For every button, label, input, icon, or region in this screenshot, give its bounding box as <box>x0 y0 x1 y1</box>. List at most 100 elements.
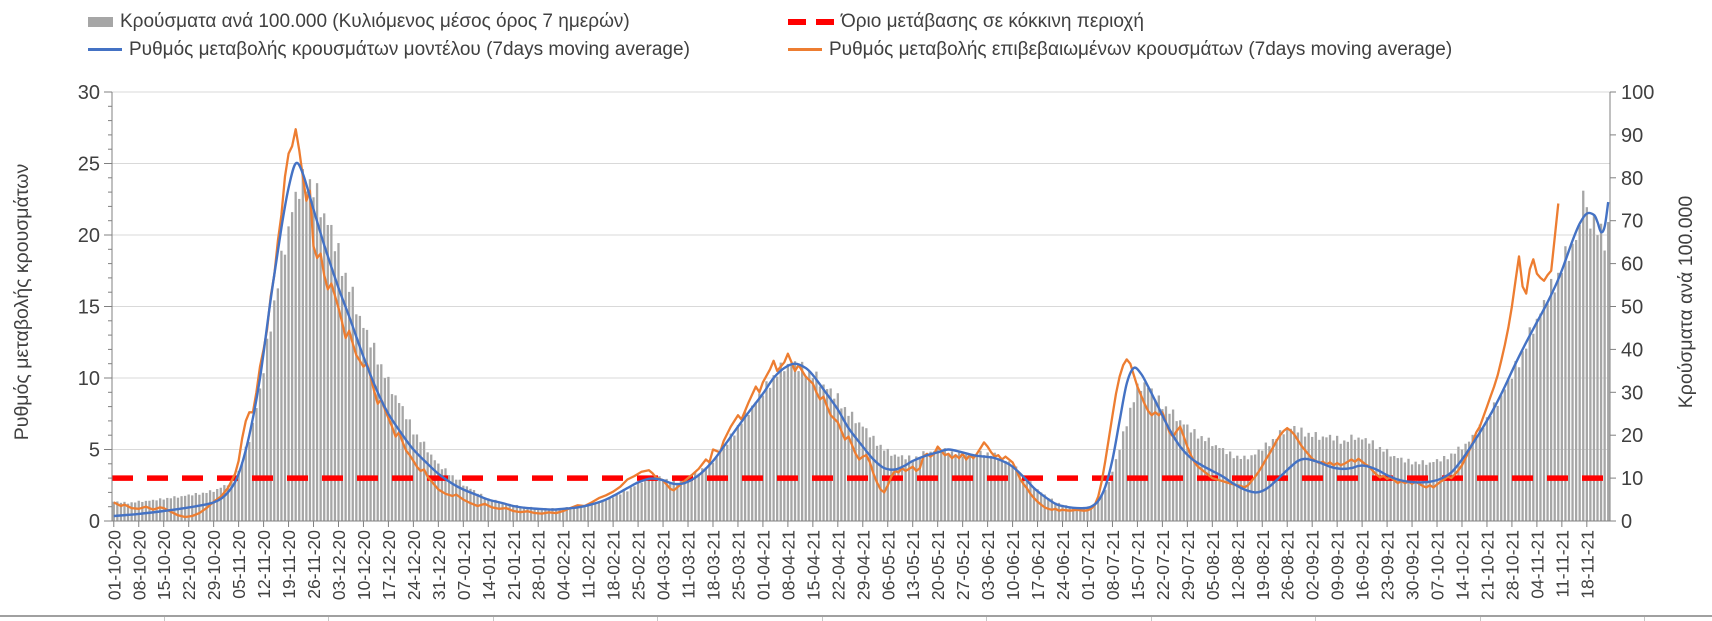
svg-text:100: 100 <box>1621 82 1654 104</box>
svg-text:12-08-21: 12-08-21 <box>1228 530 1248 600</box>
svg-text:10-12-20: 10-12-20 <box>354 530 374 600</box>
svg-text:10-06-21: 10-06-21 <box>1003 530 1023 600</box>
spreadsheet-cell-border <box>657 617 658 621</box>
svg-text:20-05-21: 20-05-21 <box>928 530 948 600</box>
svg-text:12-11-20: 12-11-20 <box>254 530 274 599</box>
spreadsheet-row-strip[interactable] <box>0 615 1712 621</box>
axis-tick-labels: 0 5 10 15 20 25 30 0 10 20 30 40 50 60 70 80 90 100 01-10-… <box>78 82 1655 600</box>
legend-label: Ρυθμός μεταβολής επιβεβαιωμένων κρουσμάτ… <box>829 39 1453 60</box>
svg-text:08-04-21: 08-04-21 <box>778 530 798 600</box>
legend-item-model-rate[interactable]: Ρυθμός μεταβολής κρουσμάτων μοντέλου (7d… <box>88 40 690 59</box>
svg-text:0: 0 <box>89 511 100 533</box>
svg-text:17-12-20: 17-12-20 <box>379 530 399 600</box>
svg-text:22-10-20: 22-10-20 <box>179 530 199 600</box>
svg-text:28-10-21: 28-10-21 <box>1502 530 1522 600</box>
dashed-line-swatch-icon <box>788 18 834 25</box>
legend-item-cases-per-100k[interactable]: Κρούσματα ανά 100.000 (Κυλιόμενος μέσος … <box>88 12 630 31</box>
legend-label: Όριο μετάβασης σε κόκκινη περιοχή <box>841 11 1144 32</box>
svg-text:06-05-21: 06-05-21 <box>878 530 898 600</box>
svg-text:07-01-21: 07-01-21 <box>454 530 474 600</box>
spreadsheet-cell-border <box>1644 617 1645 621</box>
svg-text:03-06-21: 03-06-21 <box>978 530 998 600</box>
svg-text:10: 10 <box>1621 468 1643 490</box>
svg-text:04-11-21: 04-11-21 <box>1527 530 1547 599</box>
svg-text:18-02-21: 18-02-21 <box>604 530 624 600</box>
svg-text:5: 5 <box>89 440 100 462</box>
svg-text:18-11-21: 18-11-21 <box>1577 530 1597 599</box>
svg-text:21-01-21: 21-01-21 <box>504 530 524 600</box>
svg-text:28-01-21: 28-01-21 <box>529 530 549 600</box>
svg-text:20: 20 <box>78 225 100 247</box>
legend-label: Ρυθμός μεταβολής κρουσμάτων μοντέλου (7d… <box>129 39 690 60</box>
svg-text:02-09-21: 02-09-21 <box>1303 530 1323 600</box>
svg-text:14-01-21: 14-01-21 <box>479 530 499 600</box>
svg-text:0: 0 <box>1621 511 1632 533</box>
line-swatch-icon <box>788 48 822 51</box>
svg-text:21-10-21: 21-10-21 <box>1477 530 1497 600</box>
svg-text:03-12-20: 03-12-20 <box>329 530 349 600</box>
svg-text:25-02-21: 25-02-21 <box>629 530 649 600</box>
svg-text:90: 90 <box>1621 125 1643 147</box>
cases-bars-series <box>112 169 1610 522</box>
svg-text:14-10-21: 14-10-21 <box>1452 530 1472 600</box>
svg-text:13-05-21: 13-05-21 <box>903 530 923 600</box>
svg-text:15-10-20: 15-10-20 <box>154 530 174 600</box>
spreadsheet-cell-border <box>328 617 329 621</box>
svg-text:16-09-21: 16-09-21 <box>1353 530 1373 600</box>
legend-item-red-zone-threshold[interactable]: Όριο μετάβασης σε κόκκινη περιοχή <box>788 12 1144 31</box>
line-swatch-icon <box>88 48 122 51</box>
svg-text:25-03-21: 25-03-21 <box>728 530 748 600</box>
svg-text:19-08-21: 19-08-21 <box>1253 530 1273 600</box>
svg-text:31-12-20: 31-12-20 <box>429 530 449 600</box>
spreadsheet-cell-border <box>986 617 987 621</box>
spreadsheet-cell-border <box>1150 617 1152 621</box>
svg-text:10: 10 <box>78 368 100 390</box>
svg-text:01-07-21: 01-07-21 <box>1078 530 1098 600</box>
svg-text:05-08-21: 05-08-21 <box>1203 530 1223 600</box>
svg-text:09-09-21: 09-09-21 <box>1328 530 1348 600</box>
spreadsheet-cell-border <box>492 617 494 621</box>
svg-text:40: 40 <box>1621 339 1643 361</box>
svg-text:24-12-20: 24-12-20 <box>404 530 424 600</box>
svg-text:25: 25 <box>78 154 100 176</box>
svg-text:30-09-21: 30-09-21 <box>1403 530 1423 600</box>
spreadsheet-cell-border <box>1479 617 1481 621</box>
legend-label: Κρούσματα ανά 100.000 (Κυλιόμενος μέσος … <box>120 11 630 32</box>
bar-swatch-icon <box>88 16 113 27</box>
svg-text:11-02-21: 11-02-21 <box>579 530 599 599</box>
svg-text:15: 15 <box>78 297 100 319</box>
svg-text:60: 60 <box>1621 254 1643 276</box>
svg-text:05-11-20: 05-11-20 <box>229 530 249 599</box>
svg-text:04-02-21: 04-02-21 <box>554 530 574 600</box>
svg-text:26-08-21: 26-08-21 <box>1278 530 1298 600</box>
left-axis-title: Ρυθμός μεταβολής κρουσμάτων <box>11 164 33 440</box>
svg-text:04-03-21: 04-03-21 <box>654 530 674 600</box>
svg-text:19-11-20: 19-11-20 <box>279 530 299 599</box>
svg-text:22-04-21: 22-04-21 <box>828 530 848 600</box>
svg-text:22-07-21: 22-07-21 <box>1153 530 1173 600</box>
model-rate-line[interactable] <box>113 161 1610 518</box>
axes <box>104 91 1616 527</box>
svg-text:24-06-21: 24-06-21 <box>1053 530 1073 600</box>
svg-text:70: 70 <box>1621 211 1643 233</box>
svg-text:08-10-20: 08-10-20 <box>129 530 149 600</box>
svg-text:08-07-21: 08-07-21 <box>1103 530 1123 600</box>
right-axis-title: Κρούσματα ανά 100.000 <box>1675 196 1697 409</box>
legend-item-confirmed-rate[interactable]: Ρυθμός μεταβολής επιβεβαιωμένων κρουσμάτ… <box>788 40 1452 59</box>
spreadsheet-cell-border <box>821 617 823 621</box>
svg-text:29-10-20: 29-10-20 <box>204 530 224 600</box>
spreadsheet-cell-border <box>163 617 165 621</box>
svg-text:29-04-21: 29-04-21 <box>853 530 873 600</box>
svg-text:17-06-21: 17-06-21 <box>1028 530 1048 600</box>
svg-text:15-04-21: 15-04-21 <box>803 530 823 600</box>
svg-text:11-03-21: 11-03-21 <box>679 530 699 599</box>
gridlines <box>112 91 1610 450</box>
svg-text:18-03-21: 18-03-21 <box>703 530 723 600</box>
svg-text:07-10-21: 07-10-21 <box>1428 530 1448 600</box>
svg-text:30: 30 <box>78 82 100 104</box>
spreadsheet-cell-border <box>1315 617 1316 621</box>
svg-text:26-11-20: 26-11-20 <box>304 530 324 599</box>
svg-text:23-09-21: 23-09-21 <box>1378 530 1398 600</box>
